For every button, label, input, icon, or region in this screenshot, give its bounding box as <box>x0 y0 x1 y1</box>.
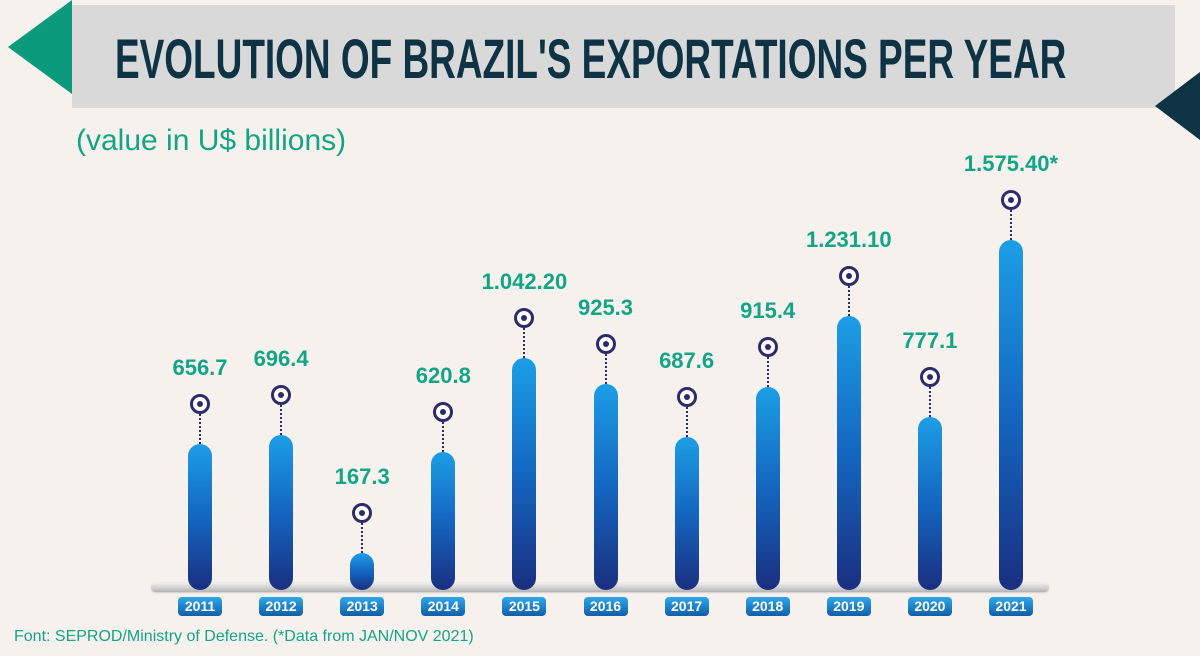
value-label-2018: 915.4 <box>740 297 796 323</box>
target-marker-icon <box>676 387 697 408</box>
year-label-2014: 2014 <box>421 597 466 616</box>
marker-stem <box>280 405 283 436</box>
value-label-2012: 696.4 <box>253 346 309 372</box>
bar-2013 <box>350 552 375 590</box>
green-arrow-decoration <box>8 0 72 94</box>
bar-2012 <box>269 435 294 590</box>
year-label-2015: 2015 <box>502 597 547 616</box>
target-marker-icon <box>514 308 535 329</box>
bar-2015 <box>512 358 537 590</box>
marker-stem <box>361 522 364 553</box>
marker-stem <box>523 328 526 359</box>
year-label-2018: 2018 <box>745 597 790 616</box>
marker-stem <box>766 356 769 387</box>
target-marker-icon <box>271 385 292 406</box>
value-label-2019: 1.231.10 <box>805 227 892 253</box>
year-label-2017: 2017 <box>664 597 709 616</box>
value-label-2014: 620.8 <box>415 363 471 389</box>
source-note: Font: SEPROD/Ministry of Defense. (*Data… <box>14 628 474 645</box>
title-band <box>72 5 1175 108</box>
target-marker-icon <box>1001 190 1021 210</box>
year-label-2019: 2019 <box>826 597 871 616</box>
marker-stem <box>685 407 688 438</box>
chart-title: EVOLUTION OF BRAZIL'S EXPORTATIONS PER Y… <box>115 27 1067 90</box>
year-label-2020: 2020 <box>907 597 952 616</box>
year-label-2013: 2013 <box>340 597 385 616</box>
marker-stem <box>199 414 201 445</box>
bar-2011 <box>188 444 212 590</box>
marker-stem <box>442 422 445 453</box>
target-marker-icon <box>757 336 778 357</box>
target-marker-icon <box>838 266 859 287</box>
dark-arrow-decoration <box>1155 72 1200 140</box>
value-label-2017: 687.6 <box>659 348 715 374</box>
marker-stem <box>847 286 850 317</box>
target-marker-icon <box>919 367 940 388</box>
marker-stem <box>604 354 607 385</box>
value-label-2013: 167.3 <box>334 463 390 489</box>
bar-2018 <box>755 386 780 590</box>
target-marker-icon <box>190 394 210 415</box>
value-label-2011: 656.7 <box>172 355 228 381</box>
target-marker-icon <box>352 502 373 523</box>
year-label-2021: 2021 <box>989 597 1033 616</box>
bar-2021 <box>999 240 1023 590</box>
marker-stem <box>928 387 931 418</box>
value-label-2016: 925.3 <box>577 295 634 321</box>
bar-2017 <box>674 437 699 590</box>
year-label-2016: 2016 <box>583 597 628 616</box>
target-marker-icon <box>595 334 616 355</box>
value-label-2020: 777.1 <box>902 328 958 354</box>
chart-subtitle: (value in U$ billions) <box>76 124 347 157</box>
bar-2016 <box>593 384 618 590</box>
bar-2019 <box>836 316 861 590</box>
bar-2020 <box>917 417 942 590</box>
bar-2014 <box>431 452 456 590</box>
year-label-2011: 2011 <box>178 597 222 616</box>
value-label-2021: 1.575.40* <box>963 151 1059 176</box>
value-label-2015: 1.042.20 <box>481 269 568 295</box>
target-marker-icon <box>433 402 454 423</box>
marker-stem <box>1010 210 1012 240</box>
year-label-2012: 2012 <box>259 597 304 616</box>
